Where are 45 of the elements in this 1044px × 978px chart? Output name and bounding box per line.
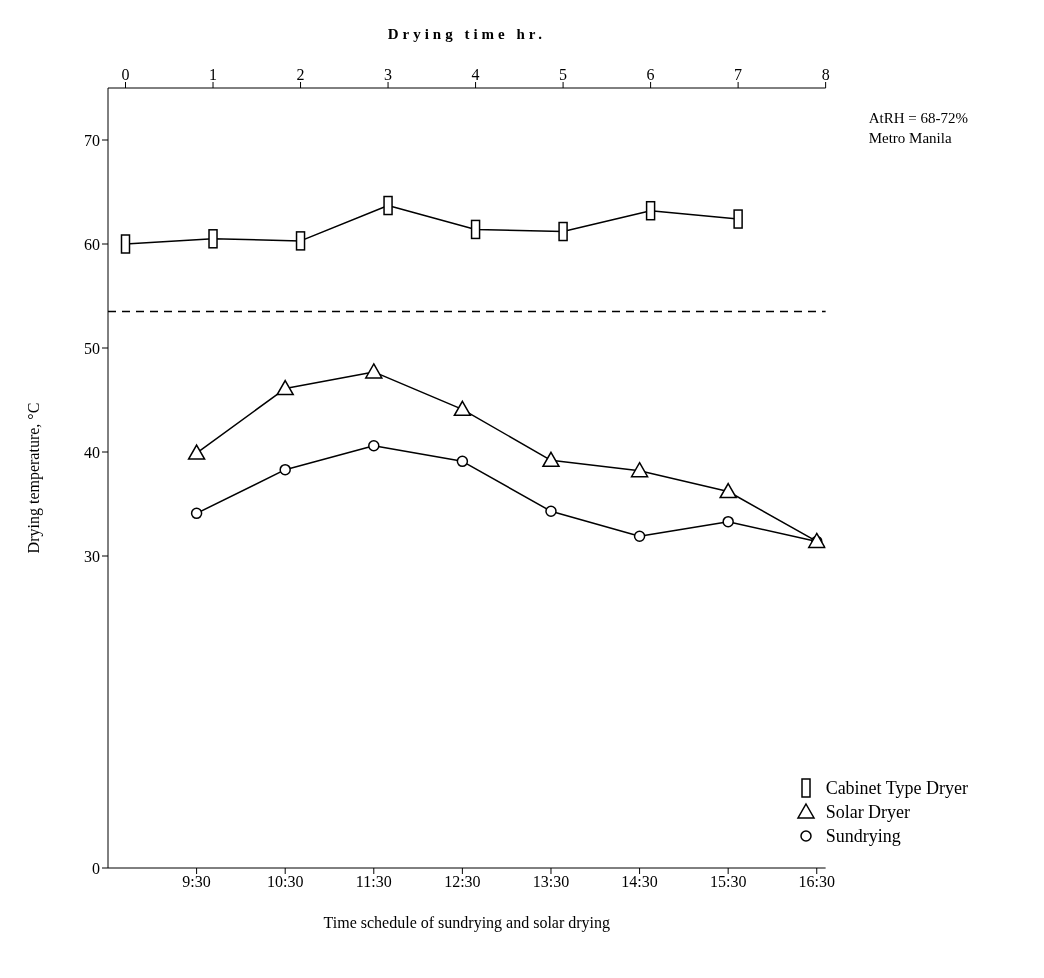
text: AtRH = 68-72% <box>868 109 968 128</box>
y-tick-label: 70 <box>84 131 100 149</box>
x-tick-label: 16:30 <box>798 873 835 891</box>
x2-tick-label: 6 <box>646 66 655 83</box>
y-tick-label: 60 <box>84 235 100 253</box>
x-axis-title: Time schedule of sundrying and solar drying <box>323 914 611 932</box>
legend-label: Solar Dryer <box>825 801 911 823</box>
x2-tick-label: 3 <box>384 66 393 83</box>
x2-tick-label: 0 <box>121 66 130 83</box>
point <box>276 379 294 396</box>
x2-axis-title: Drying time hr. <box>387 25 546 42</box>
point <box>630 461 649 478</box>
point <box>279 463 291 476</box>
x-tick-label: 12:30 <box>444 873 481 891</box>
legend-label: Cabinet Type Dryer <box>825 777 968 799</box>
x-tick-label: 11:30 <box>355 873 392 891</box>
x2-tick-label: 1 <box>209 66 218 83</box>
point <box>456 455 469 468</box>
y-tick-label: 40 <box>84 443 100 461</box>
x2-tick-label: 5 <box>559 66 568 83</box>
x-tick-label: 14:30 <box>621 873 658 891</box>
point <box>368 440 380 452</box>
x2-tick-label: 7 <box>734 66 743 83</box>
y-axis-title: Drying temperature, °C <box>24 402 43 554</box>
x2-tick-label: 8 <box>821 66 830 83</box>
point <box>545 505 557 518</box>
y-tick-label: 0 <box>92 859 100 877</box>
point <box>722 515 734 528</box>
x2-tick-label: 4 <box>471 66 480 83</box>
point <box>719 482 737 499</box>
point <box>542 451 560 468</box>
y-tick-label: 50 <box>84 339 100 357</box>
y-tick-label: 30 <box>84 547 100 565</box>
x2-tick-label: 2 <box>296 66 305 83</box>
point <box>190 507 203 520</box>
legend-label: Sundrying <box>825 825 901 847</box>
point <box>187 444 206 460</box>
point <box>365 363 383 379</box>
point <box>633 530 646 542</box>
x-tick-label: 10:30 <box>266 873 304 891</box>
x-tick-label: 9:30 <box>182 873 211 891</box>
text: Metro Manila <box>868 129 953 148</box>
x-tick-label: 13:30 <box>532 873 570 891</box>
point <box>453 400 472 417</box>
x-tick-label: 15:30 <box>709 873 747 891</box>
